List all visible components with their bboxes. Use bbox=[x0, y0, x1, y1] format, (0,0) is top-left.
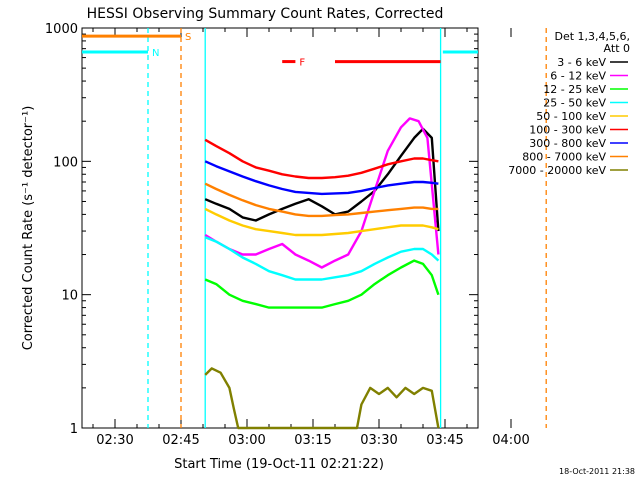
legend-header: Det 1,3,4,5,6, bbox=[554, 30, 630, 43]
x-axis-label: Start Time (19-Oct-11 02:21:22) bbox=[174, 457, 384, 472]
series-line bbox=[204, 160, 439, 196]
legend-entry: 3 - 6 keV bbox=[557, 56, 606, 69]
series-line bbox=[204, 236, 440, 281]
plot-area: 1 10 100 1000 02:30 02:45 03:00 03:15 03:30 03:45… bbox=[45, 22, 547, 448]
flag-label: S bbox=[185, 32, 191, 43]
series-line bbox=[204, 367, 440, 430]
chart-title: HESSI Observing Summary Count Rates, Cor… bbox=[87, 6, 444, 22]
series-line bbox=[204, 259, 440, 309]
y-tick-label: 10 bbox=[61, 289, 78, 304]
flag-label: N bbox=[152, 48, 159, 59]
series-line bbox=[204, 182, 439, 218]
x-tick-label: 02:30 bbox=[96, 433, 133, 448]
series-line bbox=[204, 207, 439, 237]
x-tick-label: 03:00 bbox=[228, 433, 265, 448]
series-line bbox=[204, 127, 440, 232]
y-axis-label: Corrected Count Rate (s⁻¹ detector⁻¹) bbox=[21, 106, 36, 351]
series-line bbox=[204, 117, 440, 269]
y-tick-label: 100 bbox=[53, 155, 78, 170]
legend-entry: 7000 - 20000 keV bbox=[508, 164, 606, 177]
timestamp: 18-Oct-2011 21:38 bbox=[559, 467, 635, 476]
x-tick-label: 03:30 bbox=[360, 433, 397, 448]
x-tick-label: 04:00 bbox=[492, 433, 529, 448]
flag-label: F bbox=[299, 58, 305, 69]
legend-entry: 6 - 12 keV bbox=[550, 70, 606, 83]
y-tick-label: 1000 bbox=[45, 22, 78, 37]
y-tick-label: 1 bbox=[70, 422, 78, 437]
legend-entry: 25 - 50 keV bbox=[543, 97, 606, 110]
legend-entry: 50 - 100 keV bbox=[536, 110, 606, 123]
legend-header: Att 0 bbox=[604, 42, 630, 55]
axis-frame bbox=[81, 27, 479, 429]
legend-entry: 300 - 800 keV bbox=[529, 137, 606, 150]
legend-entry: 800 - 7000 keV bbox=[522, 151, 606, 164]
x-tick-label: 02:45 bbox=[162, 433, 199, 448]
legend-entry: 12 - 25 keV bbox=[543, 83, 606, 96]
x-tick-label: 03:45 bbox=[426, 433, 463, 448]
series-line bbox=[204, 138, 439, 180]
legend-entry: 100 - 300 keV bbox=[529, 124, 606, 137]
x-tick-label: 03:15 bbox=[294, 433, 331, 448]
